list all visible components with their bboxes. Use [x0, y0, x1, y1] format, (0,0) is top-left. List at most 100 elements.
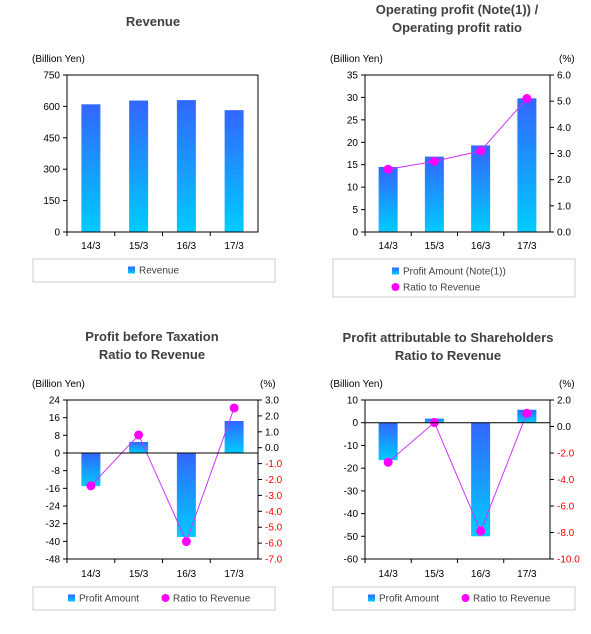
y-tick-label: -50: [344, 532, 359, 543]
x-tick-label: 15/3: [425, 241, 445, 252]
x-tick-label: 16/3: [471, 569, 491, 580]
x-tick-label: 15/3: [425, 569, 445, 580]
y-tick-label: -24: [46, 502, 61, 513]
y-tick-label: -40: [344, 509, 359, 520]
y2-tick-label: -2.0: [265, 475, 283, 486]
x-tick-label: 17/3: [517, 241, 537, 252]
legend-label: Ratio to Revenue: [173, 594, 251, 605]
x-tick-label: 17/3: [224, 569, 244, 580]
y-tick-label: 300: [43, 165, 60, 176]
legend-label: Profit Amount: [379, 594, 439, 605]
bar: [176, 453, 196, 537]
x-tick-label: 15/3: [129, 569, 149, 580]
y2-axis-unit: (%): [559, 379, 575, 390]
bar: [471, 145, 491, 232]
y-tick-label: -30: [344, 486, 359, 497]
y-tick-label: 450: [43, 133, 60, 144]
y-tick-label: 10: [347, 396, 359, 407]
operating-profit-chart: Operating profit (Note(1)) / Operating p…: [330, 2, 576, 298]
ratio-point: [181, 537, 191, 547]
y2-tick-label: 0.0: [557, 422, 571, 433]
y-tick-label: 0: [54, 228, 60, 239]
y-tick-label: 35: [347, 71, 359, 82]
bar: [471, 422, 491, 537]
y-tick-label: 150: [43, 196, 60, 207]
legend-box: [332, 258, 576, 298]
y2-tick-label: 5.0: [557, 97, 571, 108]
y-tick-label: -40: [46, 537, 61, 548]
x-tick-label: 16/3: [177, 241, 197, 252]
legend-swatch-bar: [368, 594, 375, 602]
ratio-point: [476, 526, 486, 536]
y-tick-label: -8: [51, 466, 60, 477]
bar: [176, 100, 196, 233]
bar: [224, 110, 244, 232]
x-tick-label: 14/3: [81, 569, 101, 580]
x-tick-label: 17/3: [517, 569, 537, 580]
ratio-line: [388, 98, 528, 170]
ratio-line: [90, 407, 235, 543]
chart-subtitle: Ratio to Revenue: [99, 347, 205, 362]
y-tick-label: -32: [46, 519, 61, 530]
legend-swatch-bar: [392, 267, 399, 275]
y-tick-label: 10: [347, 183, 359, 194]
x-tick-label: 14/3: [378, 241, 398, 252]
y-tick-label: 20: [347, 138, 359, 149]
y2-tick-label: -7.0: [265, 555, 283, 566]
y-tick-label: 0: [54, 449, 60, 460]
y2-axis-unit: (%): [260, 379, 276, 390]
y2-tick-label: 0.0: [557, 228, 571, 239]
y-tick-label: 24: [49, 396, 61, 407]
y-axis-unit: (Billion Yen): [330, 379, 383, 390]
y2-tick-label: 2.0: [265, 411, 279, 422]
bar: [517, 98, 537, 232]
y-tick-label: 600: [43, 102, 60, 113]
bar: [378, 166, 398, 232]
y-tick-label: 16: [49, 413, 61, 424]
chart-subtitle: Operating profit ratio: [392, 20, 522, 35]
y2-tick-label: 1.0: [265, 427, 279, 438]
y-tick-label: 8: [54, 431, 60, 442]
chart-title: Operating profit (Note(1)) /: [376, 2, 539, 17]
x-tick-label: 16/3: [177, 569, 197, 580]
y2-tick-label: -10.0: [557, 555, 580, 566]
y-tick-label: 15: [347, 160, 359, 171]
y-axis-unit: (Billion Yen): [32, 379, 85, 390]
chart-subtitle: Ratio to Revenue: [395, 348, 501, 363]
y2-tick-label: 3.0: [265, 396, 279, 407]
profit-before-taxation-chart: Profit before Taxation Ratio to Revenue …: [32, 329, 283, 611]
chart-title: Profit before Taxation: [85, 329, 218, 344]
y2-tick-label: 4.0: [557, 123, 571, 134]
bar: [81, 453, 101, 487]
ratio-point: [476, 146, 486, 156]
bar: [224, 420, 244, 453]
y2-tick-label: -4.0: [557, 475, 575, 486]
legend-label: Profit Amount (Note(1)): [403, 267, 506, 278]
y2-tick-label: -3.0: [265, 491, 283, 502]
ratio-point: [86, 481, 96, 491]
legend-swatch-marker: [161, 594, 170, 602]
y2-tick-label: -6.0: [265, 539, 283, 550]
y2-tick-label: -4.0: [265, 507, 283, 518]
chart-title: Profit attributable to Shareholders: [343, 330, 554, 345]
bar: [129, 441, 149, 453]
legend-label: Ratio to Revenue: [403, 283, 481, 294]
legend-swatch-marker: [461, 594, 470, 602]
y2-tick-label: -5.0: [265, 523, 283, 534]
x-tick-label: 16/3: [471, 241, 491, 252]
y-tick-label: -48: [46, 555, 61, 566]
y2-tick-label: -8.0: [557, 528, 575, 539]
legend-box: [32, 258, 276, 283]
ratio-point: [383, 457, 393, 467]
y2-axis-unit: (%): [559, 54, 575, 65]
legend-box: [332, 586, 576, 611]
ratio-point: [522, 94, 532, 104]
y-tick-label: 0: [352, 418, 358, 429]
bar: [129, 100, 149, 232]
y-tick-label: 0: [352, 228, 358, 239]
ratio-point: [429, 156, 439, 166]
legend-swatch-bar: [128, 266, 135, 274]
legend-box: [32, 586, 276, 611]
y-tick-label: -60: [344, 555, 359, 566]
y-tick-label: 750: [43, 71, 60, 82]
